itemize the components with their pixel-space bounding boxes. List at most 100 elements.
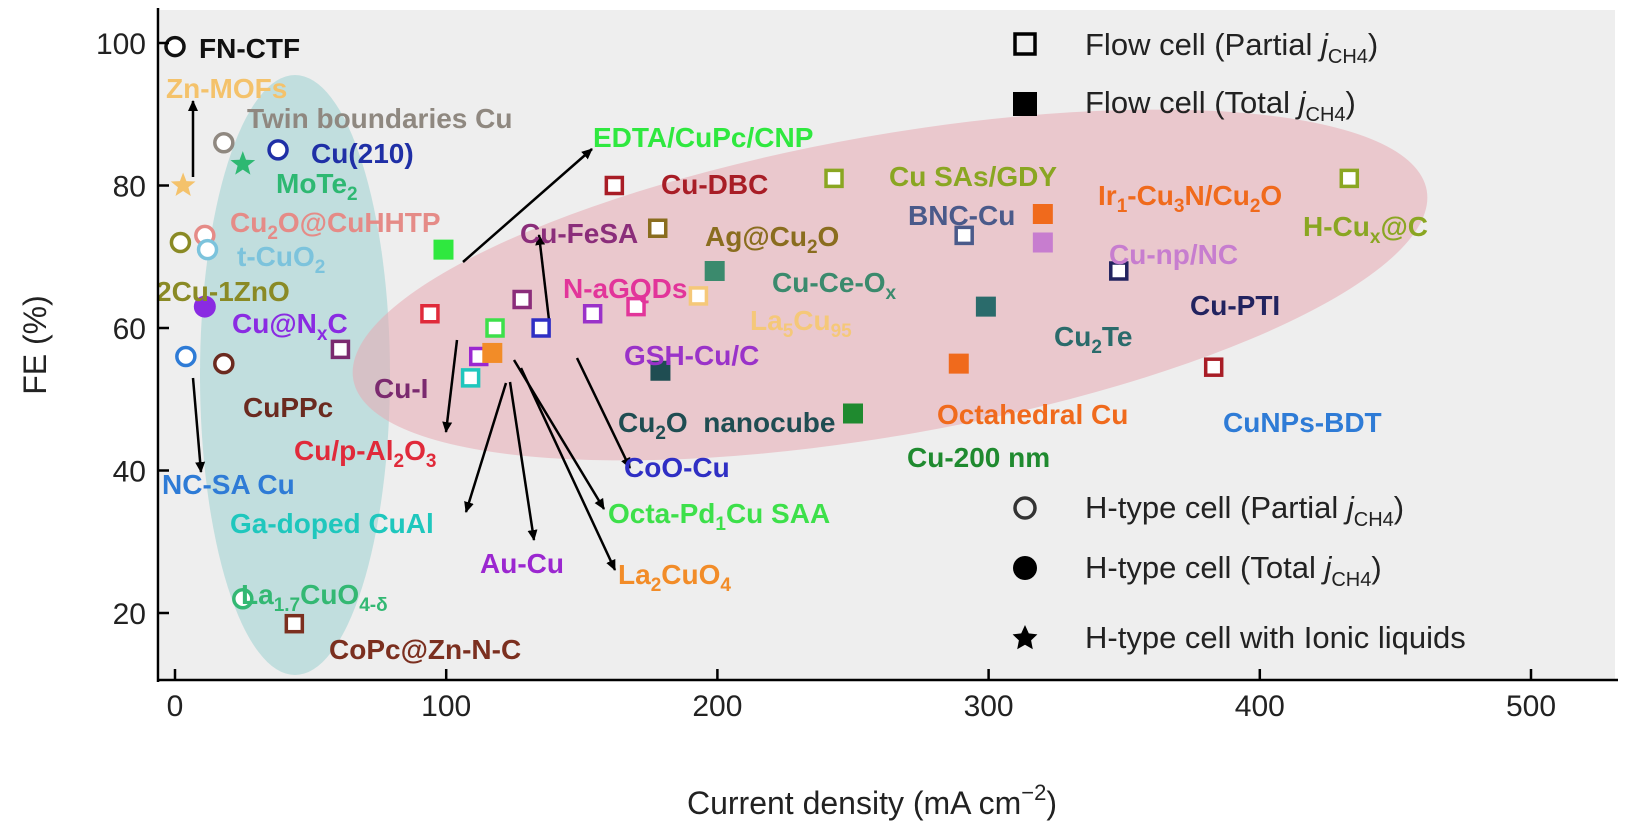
label-cu2o-nanocube: Cu2O nanocube: [618, 407, 835, 444]
point-cu2o-nanocube: [650, 360, 671, 381]
label-cu-np-nc: Cu-np/NC: [1109, 239, 1238, 270]
legend-marker-h-total: [1013, 556, 1037, 580]
label-cu2o-cuhhtp: Cu2O@CuHHTP: [230, 207, 441, 244]
legend-bottom: H-type cell (Partial jCH4) H-type cell (…: [1012, 490, 1466, 655]
label-cu-i: Cu-I: [374, 373, 428, 404]
label-ir1-cu3n-cu2o: Ir1-Cu3N/Cu2O: [1098, 180, 1282, 217]
point-edta-cupc-cnp: [433, 239, 454, 260]
point-t-cuo2: [196, 238, 219, 261]
y-tick-label: 80: [113, 171, 146, 204]
label-octahedral-cu: Octahedral Cu: [937, 399, 1128, 430]
legend-marker-star: [1012, 625, 1038, 650]
point-ga-doped-cual: [460, 368, 481, 388]
point-twin-boundaries-cu: [213, 132, 235, 154]
point-cu-pti: [1109, 261, 1129, 281]
label-cu-dbc: Cu-DBC: [661, 169, 768, 200]
legend-marker-flow-total: [1013, 92, 1037, 116]
label-t-cuo2: t-CuO2: [237, 241, 325, 278]
point-octahedral-cu: [948, 353, 969, 374]
label-2cu-1zno: 2Cu-1ZnO: [156, 276, 290, 307]
point-nc-sa-cu: [175, 345, 197, 368]
point-n-agqds: [626, 296, 646, 317]
legend-text-flow-total: Flow cell (Total jCH4): [1085, 85, 1356, 126]
legend-text-ionic: H-type cell with Ionic liquids: [1085, 620, 1466, 655]
point-h-cux-c: [1339, 168, 1360, 189]
label-cu-200-nm: Cu-200 nm: [907, 442, 1050, 473]
label-cu-nxc: Cu@NxC: [232, 308, 348, 345]
label-twin-boundaries-cu: Twin boundaries Cu: [247, 103, 512, 134]
point-la2cuo4: [482, 342, 503, 363]
y-tick-label: 100: [96, 28, 146, 61]
point-zn-mofs: [170, 172, 196, 196]
legend-text-flow-partial: Flow cell (Partial jCH4): [1085, 27, 1378, 68]
annotation-arrows: [188, 100, 632, 571]
legend-top: Flow cell (Partial jCH4) Flow cell (Tota…: [1013, 27, 1378, 126]
point-cu-sas-gdy: [824, 168, 844, 189]
label-zn-mofs: Zn-MOFs: [166, 73, 287, 104]
label-cunps-bdt: CuNPs-BDT: [1223, 407, 1382, 438]
label-gsh-cu-c: GSH-Cu/C: [624, 340, 759, 371]
axis-ticks: 0 100 200 300 400 500 20 40 60 80 100: [96, 28, 1556, 723]
point-cuppc: [213, 352, 235, 375]
point-2cu-1zno: [169, 231, 192, 254]
point-cu-i: [330, 339, 351, 360]
label-cuppc: CuPPc: [243, 392, 333, 423]
x-tick-label: 0: [167, 690, 184, 723]
axes: [156, 8, 1618, 682]
point-bnc-cu: [954, 225, 974, 246]
label-la5cu95: La5Cu95: [750, 305, 852, 342]
label-ga-doped-cual: Ga-doped CuAl: [230, 508, 434, 539]
point-cu-fesa: [512, 289, 532, 310]
legend-marker-h-partial: [1013, 496, 1037, 520]
label-bnc-cu: BNC-Cu: [908, 200, 1015, 231]
point-cu2te: [975, 296, 996, 317]
point-gsh-cu-c: [582, 304, 603, 324]
label-coo-cu: CoO-Cu: [624, 452, 730, 483]
data-points: [164, 35, 1360, 634]
point-octa-pd1cu-saa: [485, 318, 505, 338]
x-tick-label: 300: [964, 690, 1014, 723]
flow-cell-region: [352, 109, 1428, 461]
label-cu-fesa: Cu-FeSA: [520, 218, 638, 249]
label-la2cuo4: La2CuO4: [618, 559, 731, 596]
x-tick-label: 500: [1506, 690, 1556, 723]
label-cu2te: Cu2Te: [1054, 321, 1133, 358]
point-copc-zn-n-c: [284, 613, 305, 634]
y-tick-label: 40: [113, 456, 146, 489]
legend-text-h-total: H-type cell (Total jCH4): [1085, 550, 1382, 591]
legend-text-h-partial: H-type cell (Partial jCH4): [1085, 490, 1404, 531]
label-fn-ctf: FN-CTF: [199, 33, 300, 64]
y-tick-label: 60: [113, 313, 146, 346]
point-cu-nxc: [193, 295, 216, 318]
point-la5cu95: [688, 286, 709, 306]
point-labels: FN-CTF Zn-MOFs Twin boundaries Cu Cu(210…: [156, 33, 1428, 665]
label-au-cu: Au-Cu: [480, 548, 564, 579]
label-n-agqds: N-aGQDs: [563, 273, 687, 304]
point-ag-cu2o: [647, 218, 668, 238]
point-cu-ce-ox: [704, 261, 725, 281]
legend-marker-flow-partial: [1013, 32, 1037, 56]
point-fn-ctf: [164, 35, 186, 58]
point-cu-p-al2o3: [420, 304, 440, 324]
x-tick-label: 200: [692, 690, 742, 723]
label-cu-sas-gdy: Cu SAs/GDY: [889, 161, 1057, 192]
point-la1-7cuo4: [232, 588, 254, 610]
label-edta-cupc-cnp: EDTA/CuPc/CNP: [593, 122, 813, 153]
point-cunps-bdt: [1203, 357, 1224, 377]
point-mote2: [230, 151, 256, 175]
h-type-cell-region: [200, 75, 390, 675]
point-cu-200-nm: [843, 403, 863, 424]
point-ir1-cu3n-cu2o: [1032, 204, 1053, 224]
point-cu-210: [267, 139, 289, 161]
label-h-cux-c: H-Cux@C: [1303, 211, 1428, 248]
point-cu-dbc: [604, 175, 625, 196]
label-nc-sa-cu: NC-SA Cu: [162, 469, 295, 500]
label-octa-pd1cu-saa: Octa-Pd1Cu SAA: [608, 498, 830, 535]
x-tick-label: 400: [1235, 690, 1285, 723]
point-coo-cu: [531, 318, 551, 338]
label-la17cuo4: La1.7CuO4-δ: [241, 579, 388, 616]
label-copc-zn-n-c: CoPc@Zn-N-C: [329, 634, 521, 665]
label-cu-pti: Cu-PTI: [1190, 290, 1280, 321]
label-mote2: MoTe2: [276, 168, 358, 205]
